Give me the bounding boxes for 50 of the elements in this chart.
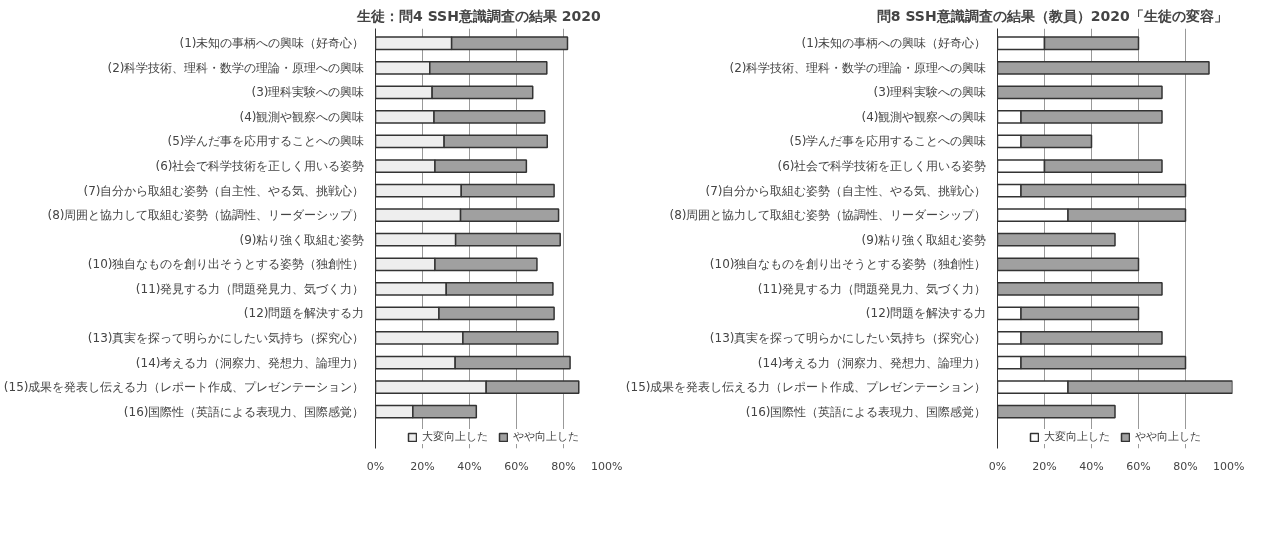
y-tick-label: (16)国際性（英語による表現力、国際感覚） [123,404,365,419]
y-tick-label: (11)発見する力（問題発見力、気づく力） [757,281,987,296]
y-tick-label: (5)学んだ事を応用することへの興味 [167,134,365,149]
chart-title: 問8 SSH意識調査の結果（教員）2020「生徒の変容」 [876,7,1228,24]
legend-label: やや向上した [1134,429,1201,444]
y-tick-label: (3)理科実験への興味 [251,85,365,100]
legend-label: 大変向上した [1043,429,1110,444]
y-tick-label: (6)社会で科学技術を正しく用いる姿勢 [155,159,365,174]
y-tick-label: (3)理科実験への興味 [873,85,987,100]
y-tick-label: (13)真実を探って明らかにしたい気持ち（探究心） [87,330,365,345]
legend-label: 大変向上した [421,429,488,444]
y-tick-label: (2)科学技術、理科・数学の理論・原理への興味 [107,60,365,75]
y-tick-label: (13)真実を探って明らかにしたい気持ち（探究心） [709,330,987,345]
y-tick-label: (11)発見する力（問題発見力、気づく力） [135,281,365,296]
x-tick-label: 60% [1126,459,1151,473]
y-tick-label: (12)問題を解決する力 [865,306,987,321]
y-tick-label: (5)学んだ事を応用することへの興味 [789,134,987,149]
x-tick-label: 40% [457,459,482,473]
y-tick-label: (15)成果を発表し伝える力（レポート作成、プレゼンテーション） [625,380,987,395]
y-tick-label: (7)自分から取組む姿勢（自主性、やる気、挑戦心） [83,183,365,198]
y-tick-label: (8)周囲と協力して取組む姿勢（協調性、リーダーシップ） [47,208,365,223]
y-tick-label: (4)観測や観察への興味 [861,109,987,124]
y-tick-label: (7)自分から取組む姿勢（自主性、やる気、挑戦心） [705,183,987,198]
y-tick-label: (8)周囲と協力して取組む姿勢（協調性、リーダーシップ） [669,208,987,223]
x-tick-label: 80% [551,459,576,473]
x-tick-label: 0% [988,459,1007,473]
x-tick-label: 0% [366,459,385,473]
x-tick-label: 20% [1032,459,1057,473]
y-tick-label: (16)国際性（英語による表現力、国際感覚） [745,404,987,419]
x-tick-label: 40% [1079,459,1104,473]
y-tick-label: (1)未知の事柄への興味（好奇心） [801,36,987,51]
x-tick-label: 80% [1173,459,1198,473]
y-tick-label: (9)粘り強く取組む姿勢 [239,232,365,247]
y-tick-label: (10)独自なものを創り出そうとする姿勢（独創性） [87,257,365,272]
y-tick-label: (10)独自なものを創り出そうとする姿勢（独創性） [709,257,987,272]
y-tick-label: (6)社会で科学技術を正しく用いる姿勢 [777,159,987,174]
y-tick-label: (14)考える力（洞察力、発想力、論理力） [135,355,365,370]
y-tick-label: (4)観測や観察への興味 [239,109,365,124]
chart-title: 生徒：問4 SSH意識調査の結果 2020 [356,7,602,24]
y-tick-label: (9)粘り強く取組む姿勢 [861,232,987,247]
x-tick-label: 100% [591,459,623,473]
y-tick-label: (12)問題を解決する力 [243,306,365,321]
y-tick-label: (15)成果を発表し伝える力（レポート作成、プレゼンテーション） [3,380,365,395]
legend-label: やや向上した [512,429,579,444]
y-tick-label: (2)科学技術、理科・数学の理論・原理への興味 [729,60,987,75]
y-tick-label: (14)考える力（洞察力、発想力、論理力） [757,355,987,370]
y-tick-label: (1)未知の事柄への興味（好奇心） [179,36,365,51]
x-tick-label: 60% [504,459,529,473]
x-tick-label: 20% [410,459,435,473]
x-tick-label: 100% [1213,459,1245,473]
